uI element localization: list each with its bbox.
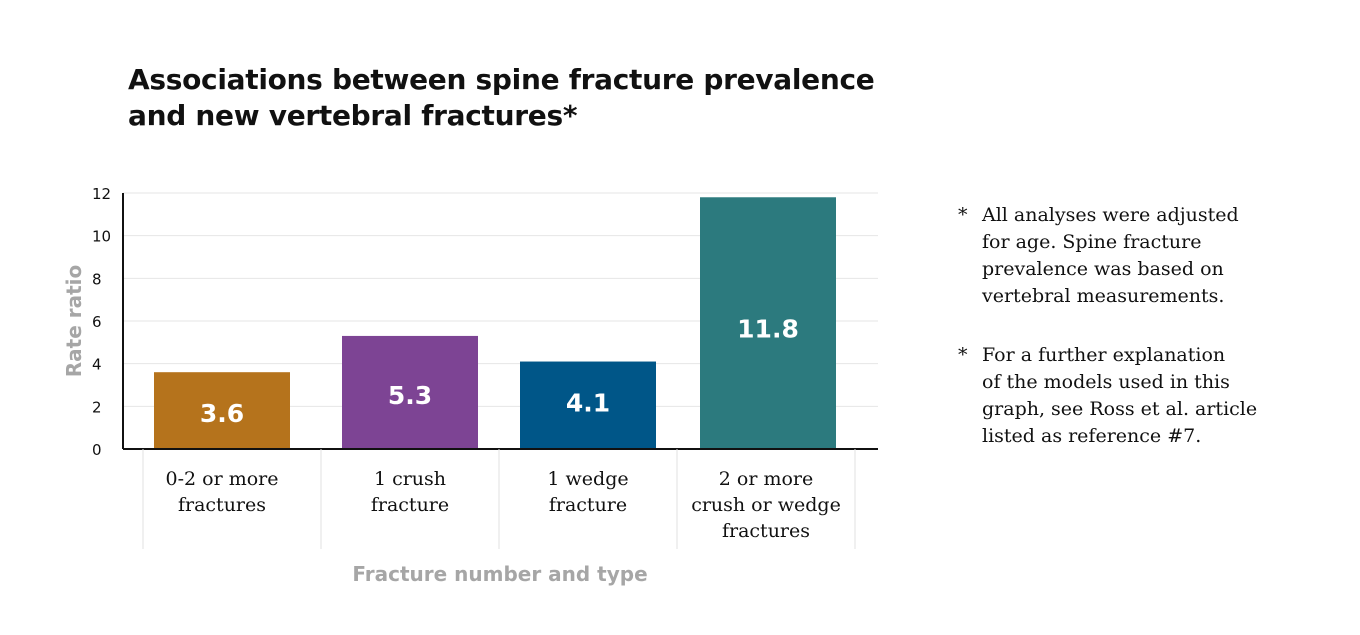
footnote-1: * All analyses were adjusted for age. Sp… — [958, 202, 1288, 310]
y-axis-title: Rate ratio — [62, 265, 86, 378]
footnote-text: All analyses were adjusted for age. Spin… — [982, 204, 1239, 307]
x-tick-label: 0-2 or more — [166, 468, 279, 490]
x-tick-label: fractures — [722, 520, 810, 542]
y-tick-label: 4 — [92, 356, 102, 374]
bar — [520, 361, 656, 449]
x-axis-title: Fracture number and type — [352, 562, 647, 586]
y-tick-label: 6 — [92, 313, 102, 331]
y-tick-label: 0 — [92, 441, 102, 459]
y-tick-label: 12 — [92, 185, 111, 203]
bar-value-label: 3.6 — [200, 399, 244, 428]
x-tick-label: 1 wedge — [547, 468, 628, 490]
x-tick-label: fracture — [549, 494, 627, 516]
x-tick-label: fracture — [371, 494, 449, 516]
chart-title: Associations between spine fracture prev… — [128, 62, 888, 134]
footnote-marker: * — [958, 344, 968, 366]
chart-title-line-1: Associations between spine fracture prev… — [128, 63, 875, 96]
bar — [154, 372, 290, 449]
footnote-text: For a further explanation of the models … — [982, 344, 1258, 447]
bar-chart: 0 2 4 6 8 10 12 3.6 5.3 4.1 11.8 0-2 or more fractur… — [62, 185, 878, 586]
x-tick-label: 1 crush — [374, 468, 446, 490]
y-tick-label: 2 — [92, 398, 102, 416]
bar — [700, 197, 836, 449]
bar-value-label: 11.8 — [737, 314, 799, 343]
x-tick-label: 2 or more — [719, 468, 813, 490]
footnotes: * All analyses were adjusted for age. Sp… — [958, 202, 1288, 482]
bar — [342, 335, 478, 449]
x-tick-label: crush or wedge — [691, 494, 841, 516]
y-tick-label: 10 — [92, 228, 111, 246]
y-tick-label: 8 — [92, 270, 102, 288]
footnote-marker: * — [958, 204, 968, 226]
chart-title-line-2: and new vertebral fractures* — [128, 99, 578, 132]
x-tick-label: fractures — [178, 494, 266, 516]
bar-value-label: 4.1 — [566, 389, 610, 418]
footnote-2: * For a further explanation of the model… — [958, 342, 1288, 450]
bar-value-label: 5.3 — [388, 381, 432, 410]
